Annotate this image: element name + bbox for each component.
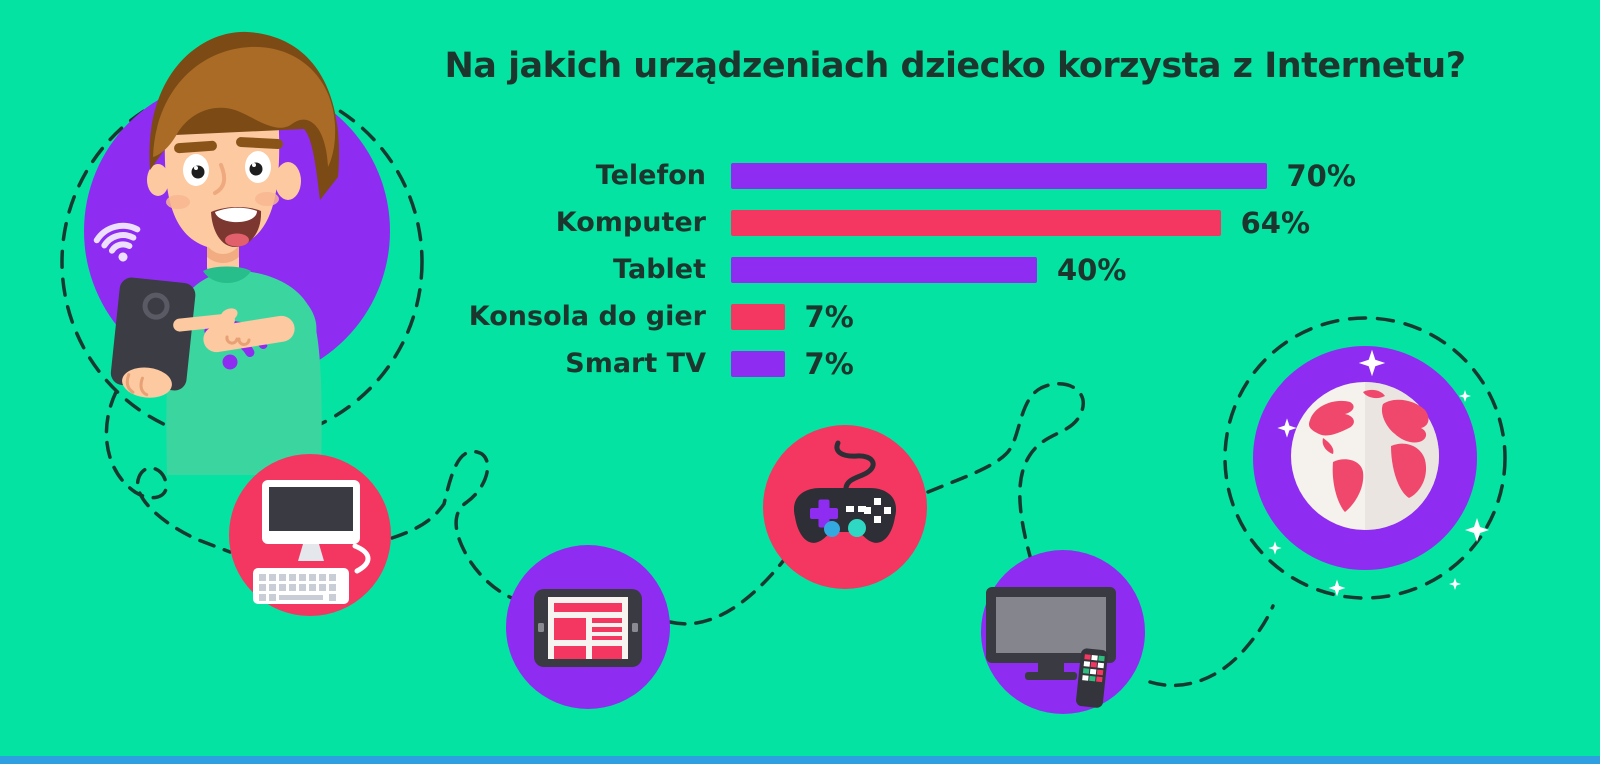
hair-front bbox=[153, 46, 336, 167]
eye-glint-left bbox=[194, 166, 198, 170]
bar-row-tablet: Tablet 40% bbox=[0, 246, 1600, 293]
smartphone bbox=[110, 277, 196, 391]
value-label: 64% bbox=[1240, 205, 1311, 240]
teeth bbox=[215, 207, 257, 223]
smart-tv-icon bbox=[981, 550, 1145, 714]
value-label: 70% bbox=[1286, 158, 1356, 193]
tongue bbox=[225, 233, 249, 247]
value-label: 7% bbox=[804, 299, 854, 334]
tablet-icon bbox=[506, 545, 670, 709]
category-label: Smart TV bbox=[565, 348, 706, 379]
eyebrow-left bbox=[174, 140, 217, 154]
bar-konsola bbox=[731, 303, 785, 330]
tv-remote bbox=[1076, 648, 1108, 708]
bar-row-smart-tv: Smart TV 7% bbox=[0, 340, 1600, 387]
sparkles bbox=[1268, 349, 1489, 597]
value-label: 7% bbox=[804, 346, 854, 381]
category-label: Komputer bbox=[555, 207, 706, 238]
bar-chart: Telefon 70% Komputer 64% Tablet 40% Kons… bbox=[0, 152, 1600, 387]
bar-row-konsola: Konsola do gier 7% bbox=[0, 293, 1600, 340]
game-controller-icon bbox=[763, 425, 927, 589]
bar-tablet bbox=[731, 256, 1037, 283]
bar-komputer bbox=[731, 209, 1221, 236]
ear-left bbox=[147, 164, 169, 196]
pupil-right bbox=[249, 162, 263, 176]
eye-glint-right bbox=[252, 163, 256, 167]
page-title: Na jakich urządzeniach dziecko korzysta … bbox=[444, 46, 1466, 86]
bar-row-telefon: Telefon 70% bbox=[0, 152, 1600, 199]
bar-smart-tv bbox=[731, 350, 785, 377]
globe-icon bbox=[1223, 316, 1507, 600]
boy-with-smartphone-illustration bbox=[60, 31, 424, 475]
neck-shadow bbox=[207, 245, 239, 263]
footer-strip bbox=[0, 756, 1600, 764]
bar-telefon bbox=[731, 162, 1267, 189]
pupil-left bbox=[191, 165, 205, 179]
bar-row-komputer: Komputer 64% bbox=[0, 199, 1600, 246]
value-label: 40% bbox=[1057, 252, 1127, 287]
blush-right bbox=[255, 192, 279, 206]
pointing-hand bbox=[173, 308, 295, 353]
collar bbox=[203, 266, 251, 283]
nose bbox=[213, 163, 227, 195]
hand-holding-phone bbox=[122, 367, 172, 398]
category-label: Konsola do gier bbox=[468, 301, 706, 332]
desktop-computer-icon bbox=[229, 454, 391, 616]
category-label: Tablet bbox=[613, 254, 706, 285]
blush-left bbox=[166, 195, 190, 209]
dashed-ring bbox=[1223, 316, 1507, 600]
category-label: Telefon bbox=[595, 160, 706, 191]
wifi-signal-icon bbox=[93, 222, 141, 262]
eyebrow-right bbox=[236, 137, 283, 149]
ear-right bbox=[275, 162, 301, 200]
